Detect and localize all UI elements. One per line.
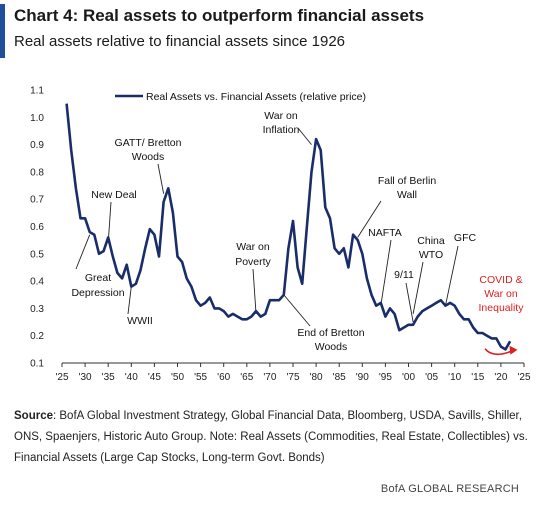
x-tick-label: '85	[333, 372, 346, 383]
series-line	[65, 103, 512, 351]
axes	[61, 362, 525, 367]
title-accent-bar	[0, 4, 5, 58]
annotation-leader	[252, 268, 257, 314]
annotation-text: WTO	[419, 249, 443, 261]
annotation-text: NAFTA	[368, 227, 402, 239]
x-tick-label: '80	[310, 372, 323, 383]
annotation-text: War on	[264, 110, 298, 122]
annotation-leader	[107, 201, 112, 243]
legend-label: Real Assets vs. Financial Assets (relati…	[146, 91, 366, 103]
annotation-leader	[405, 282, 414, 323]
x-tick-label: '50	[171, 372, 184, 383]
x-tick-label: '30	[79, 372, 92, 383]
x-tick-label: '60	[217, 372, 230, 383]
covid-arrowhead	[509, 345, 518, 355]
x-tick-label: '40	[125, 372, 138, 383]
x-tick-label: '95	[379, 372, 392, 383]
x-tick-label: '10	[448, 372, 461, 383]
source-label: Source	[14, 410, 53, 422]
annotations: Great Depression New Deal WWII GATT/ Bretton…	[71, 110, 525, 356]
annotation-text: COVID &	[479, 274, 522, 286]
annotation-text: Inequality	[479, 302, 525, 314]
y-tick-label: 0.5	[30, 249, 44, 260]
annotation-text: War on	[236, 241, 270, 253]
annotation-text: Wall	[397, 189, 417, 201]
annotation-text: Depression	[71, 287, 124, 299]
x-tick-label: '90	[356, 372, 369, 383]
y-tick-label: 0.4	[30, 277, 44, 288]
series	[65, 103, 512, 351]
x-tick-label: '35	[102, 372, 115, 383]
chart-subtitle: Real assets relative to financial assets…	[14, 33, 346, 50]
x-tick-label: '20	[494, 372, 507, 383]
y-tick-label: 0.6	[30, 222, 44, 233]
x-tick-label: '75	[286, 372, 299, 383]
credit-label: BofA GLOBAL RESEARCH	[380, 483, 519, 495]
x-tick-label: '15	[471, 372, 484, 383]
y-tick-label: 0.9	[30, 140, 44, 151]
annotation-text: GATT/ Bretton	[115, 137, 182, 149]
annotation-text: Inflation	[263, 124, 300, 136]
x-tick-label: '05	[425, 372, 438, 383]
x-tick-label: '65	[240, 372, 253, 383]
annotation-leader	[445, 245, 459, 306]
annotation-text: GFC	[454, 232, 477, 244]
covid-arrow	[484, 348, 513, 356]
x-tick-label: '25	[55, 372, 68, 383]
annotation-leader	[75, 234, 91, 270]
annotation-text: Fall of Berlin	[378, 175, 437, 187]
annotation-leader	[357, 200, 382, 238]
chart-title: Chart 4: Real assets to outperform finan…	[14, 6, 425, 25]
legend: Real Assets vs. Financial Assets (relati…	[115, 91, 366, 103]
source-note: Source: BofA Global Investment Strategy,…	[14, 406, 529, 469]
y-tick-label: 1.1	[30, 86, 44, 97]
annotation-text: China	[417, 235, 445, 247]
annotation-leader	[127, 286, 132, 315]
annotation-leader	[297, 127, 312, 145]
y-tick-label: 0.8	[30, 167, 44, 178]
annotation-text: Woods	[132, 151, 165, 163]
x-tick-label: '70	[263, 372, 276, 383]
annotation-text: War on	[484, 288, 518, 300]
x-tick-label: '00	[402, 372, 415, 383]
y-tick-label: 0.2	[30, 331, 44, 342]
annotation-text: 9/11	[394, 269, 414, 281]
annotation-text: Woods	[315, 341, 348, 353]
annotation-leader	[157, 163, 165, 194]
source-text: : BofA Global Investment Strategy, Globa…	[14, 410, 528, 464]
annotation-leader	[412, 261, 424, 314]
x-tick-label: '25	[517, 372, 530, 383]
annotation-text: Great	[85, 272, 111, 284]
annotation-text: Poverty	[235, 256, 271, 268]
y-tick-label: 1.0	[30, 113, 44, 124]
y-tick-label: 0.3	[30, 304, 44, 315]
annotation-text: New Deal	[91, 189, 137, 201]
annotation-leader	[380, 239, 392, 306]
x-tick-label: '55	[194, 372, 207, 383]
x-tick-label: '45	[148, 372, 161, 383]
annotation-text: WWII	[127, 315, 153, 327]
line-chart: '25 '30 '35 '40 '45 '50 '55 '60 '65 '70 '75 '80 '85 '…	[30, 86, 531, 384]
y-tick-label: 0.1	[30, 359, 44, 370]
annotation-text: End of Bretton	[297, 327, 364, 339]
y-tick-label: 0.7	[30, 195, 44, 206]
annotation-leader	[283, 294, 311, 327]
tick-labels: '25 '30 '35 '40 '45 '50 '55 '60 '65 '70 '75 '80 '85 '…	[30, 86, 531, 384]
